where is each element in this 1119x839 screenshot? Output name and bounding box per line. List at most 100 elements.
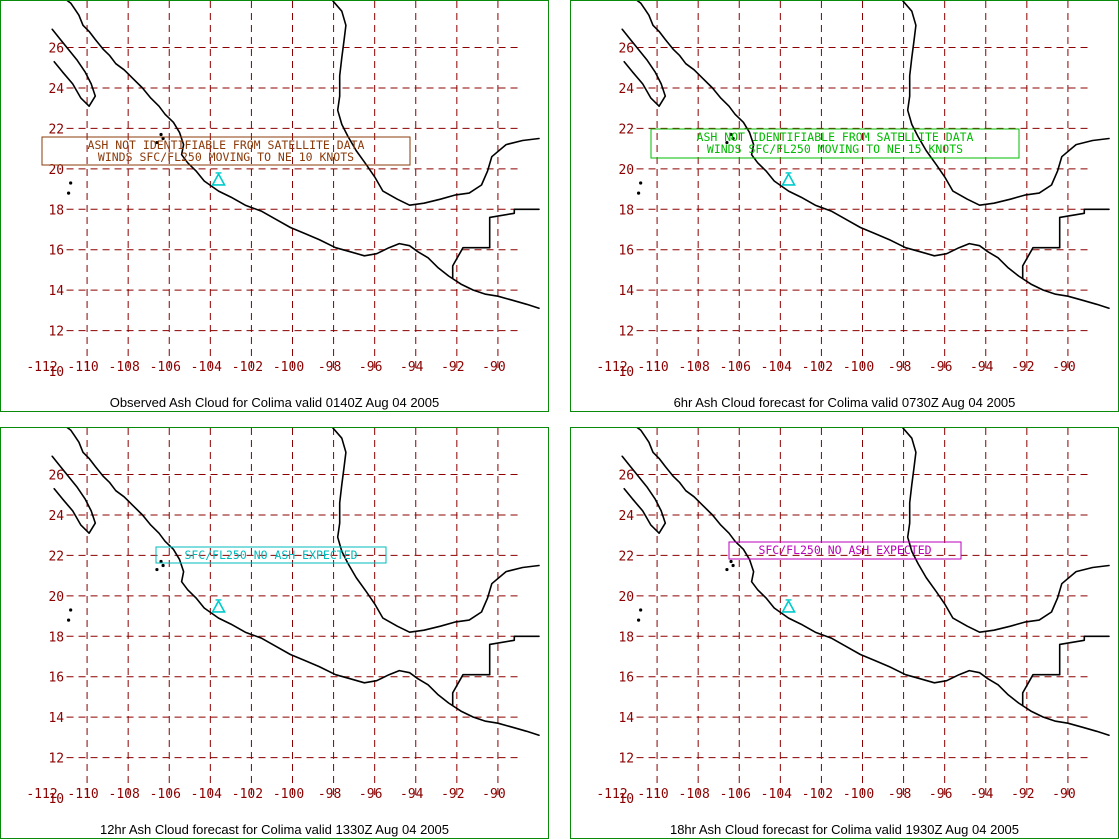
lon-tick-label: -102 [232,787,263,802]
lon-tick-label: -112 [596,360,627,375]
lon-tick-label: -100 [843,787,874,802]
lon-tick-label: -106 [150,360,181,375]
annotation-text-line: SFC/FL250 NO ASH EXPECTED [184,548,357,562]
lat-tick-label: 16 [618,671,634,686]
map-canvas: 10 12 14 16 18 20 22 24 26 -112 -110 -108 -106 -104 -1… [26,1,540,380]
lon-tick-label: -110 [67,787,98,802]
lat-tick-label: 24 [48,509,64,524]
lon-tick-label: -110 [637,787,668,802]
lon-tick-label: -106 [150,787,181,802]
coastline [66,1,540,310]
coastline [51,455,97,534]
annotation-text-line: WINDS SFC/FL250 MOVING TO NE 15 KNOTS [707,142,963,156]
ash-advisory-annotation: ASH NOT IDENTIFIABLE FROM SATELLITE DATA… [41,136,411,166]
lon-tick-label: -112 [26,360,57,375]
lat-tick-label: 14 [48,284,64,299]
lon-tick-label: -108 [679,360,710,375]
coastline [901,1,1110,206]
coastline [331,1,540,206]
lon-tick-label: -92 [441,360,464,375]
lon-tick-label: -94 [970,360,994,375]
map-canvas: 10 12 14 16 18 20 22 24 26 -112 -110 -108 -106 -104 -1… [596,1,1110,380]
ash-advisory-annotation: ASH NOT IDENTIFIABLE FROM SATELLITE DATA… [650,128,1020,159]
lat-tick-label: 12 [48,752,64,767]
map-canvas: 10 12 14 16 18 20 22 24 26 -112 -110 -108 -106 -104 -1… [596,428,1110,807]
coastline [621,28,667,107]
panel-title: 12hr Ash Cloud forecast for Colima valid… [99,822,450,837]
map-panel-observed: 10 12 14 16 18 20 22 24 26 -112 -110 -108 -106 -104 -1… [0,0,549,412]
lon-tick-label: -98 [318,360,341,375]
lat-tick-label: 12 [48,325,64,340]
island-dot [636,618,641,622]
lon-tick-label: -112 [596,787,627,802]
lon-tick-label: -106 [720,787,751,802]
lon-tick-label: -100 [273,360,304,375]
lon-tick-label: -98 [888,787,911,802]
lon-tick-label: -96 [929,360,952,375]
coastline [1021,208,1110,279]
lon-tick-label: -100 [273,787,304,802]
island-dot [155,567,159,572]
ash-advisory-annotation: SFC/FL250 NO ASH EXPECTED [728,541,962,560]
lat-tick-label: 12 [618,325,634,340]
map-panel-12hr: 10 12 14 16 18 20 22 24 26 -112 -110 -108 -106 -104 -1… [0,427,549,839]
annotation-text-line: ASH NOT IDENTIFIABLE FROM SATELLITE DATA [88,138,365,152]
lon-tick-label: -98 [888,360,911,375]
volcano-icon [211,599,226,613]
lat-tick-label: 12 [618,752,634,767]
lon-tick-label: -96 [929,787,952,802]
annotation-text-line: WINDS SFC/FL250 MOVING TO NE 10 KNOTS [98,150,354,164]
lon-tick-label: -108 [109,787,140,802]
lon-tick-label: -94 [400,360,424,375]
island-dot [731,563,735,568]
coastline [66,428,540,737]
coastline [636,1,1110,310]
annotation-box [650,128,1020,159]
lon-tick-label: -108 [679,787,710,802]
island-dot [69,181,73,185]
coastline [451,635,540,706]
coastline [451,208,540,279]
coastline [901,428,1110,633]
lat-tick-label: 16 [48,671,64,686]
island-dot [159,559,163,564]
lat-tick-label: 10 [48,365,64,380]
lat-tick-label: 10 [48,792,64,807]
lat-tick-label: 22 [618,549,634,564]
lon-tick-label: -104 [191,787,222,802]
lat-tick-label: 14 [618,711,634,726]
lat-tick-label: 18 [618,630,634,645]
lon-tick-label: -92 [441,787,464,802]
lat-tick-label: 20 [48,590,64,605]
panel-title: Observed Ash Cloud for Colima valid 0140… [109,395,440,410]
lat-tick-label: 26 [48,42,64,57]
annotation-box [41,136,411,166]
island-dot [729,559,733,564]
lon-tick-label: -90 [482,360,505,375]
lat-tick-label: 20 [618,590,634,605]
lat-tick-label: 14 [618,284,634,299]
island-dot [639,608,643,612]
island-dot [725,140,729,145]
lon-tick-label: -102 [232,360,263,375]
island-dot [69,608,73,612]
annotation-box [728,541,962,560]
volcano-icon [781,172,796,186]
lat-tick-label: 16 [618,244,634,259]
lat-tick-label: 16 [48,244,64,259]
lat-tick-label: 26 [48,469,64,484]
lat-tick-label: 24 [48,82,64,97]
ash-advisory-annotation: SFC/FL250 NO ASH EXPECTED [155,546,387,564]
volcano-icon [211,172,226,186]
lon-tick-label: -108 [109,360,140,375]
map-panel-18hr: 10 12 14 16 18 20 22 24 26 -112 -110 -108 -106 -104 -1… [570,427,1119,839]
annotation-box [155,546,387,564]
lon-tick-label: -110 [637,360,668,375]
coastline [331,428,540,633]
lat-tick-label: 10 [618,792,634,807]
island-dot [66,191,71,195]
coastline [621,455,667,534]
island-dot [159,132,163,137]
lat-tick-label: 22 [48,549,64,564]
lon-tick-label: -90 [482,787,505,802]
